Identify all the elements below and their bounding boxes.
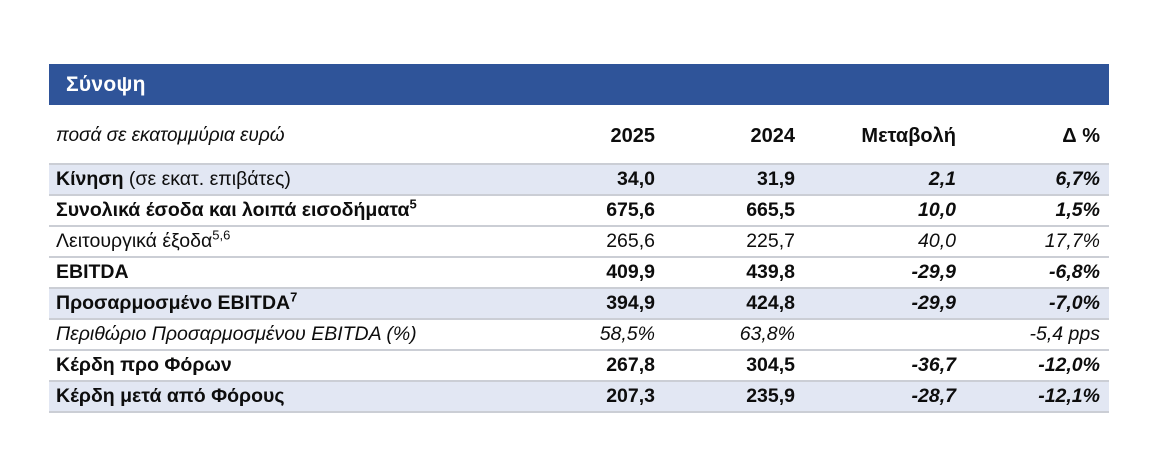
row-label: Προσαρμοσμένο EBITDA xyxy=(56,292,291,314)
row-label-cell: Κίνηση (σε εκατ. επιβάτες) xyxy=(49,163,527,195)
cell-delta-pct-value: -12,1% xyxy=(965,380,1109,413)
row-label-footnote-superscript: 5 xyxy=(409,196,417,212)
cell-delta-pct-value: -5,4 pps xyxy=(965,318,1109,350)
row-label: Λειτουργικά έξοδα xyxy=(56,230,213,252)
cell-2025-value: 34,0 xyxy=(527,163,664,195)
row-label-footnote-superscript: 5,6 xyxy=(212,227,231,243)
cell-delta-pct-value: 17,7% xyxy=(965,225,1109,257)
row-label-footnote-superscript: 7 xyxy=(290,289,298,305)
section-title-bar: Σύνοψη xyxy=(49,64,1109,105)
cell-change-value xyxy=(804,318,965,350)
table-header-row: ποσά σε εκατομμύρια ευρώ 2025 2024 Μεταβ… xyxy=(49,105,1109,164)
cell-change-value: 40,0 xyxy=(804,225,965,257)
cell-2025-value: 58,5% xyxy=(527,318,664,350)
row-label-cell: Κέρδη μετά από Φόρους xyxy=(49,380,527,413)
cell-2024-value: 225,7 xyxy=(664,225,804,257)
cell-2025-value: 394,9 xyxy=(527,287,664,319)
cell-change-value: -36,7 xyxy=(804,349,965,381)
cell-change-value: 10,0 xyxy=(804,194,965,226)
cell-change-value: -29,9 xyxy=(804,256,965,288)
row-label-suffix: (σε εκατ. επιβάτες) xyxy=(123,168,291,190)
cell-change-value: -29,9 xyxy=(804,287,965,319)
cell-2024-value: 665,5 xyxy=(664,194,804,226)
cell-delta-pct-value: -6,8% xyxy=(965,256,1109,288)
row-label: Κέρδη προ Φόρων xyxy=(56,354,232,376)
table-row: EBITDA 409,9 439,8 -29,9 -6,8% xyxy=(49,256,1109,288)
row-label-cell: Κέρδη προ Φόρων xyxy=(49,349,527,381)
row-label-cell: Προσαρμοσμένο EBITDA7 xyxy=(49,287,527,319)
row-label-cell: EBITDA xyxy=(49,256,527,288)
cell-delta-pct-value: -7,0% xyxy=(965,287,1109,319)
row-label: Περιθώριο Προσαρμοσμένου EBITDA (%) xyxy=(56,323,417,345)
cell-2025-value: 675,6 xyxy=(527,194,664,226)
row-label: Κέρδη μετά από Φόρους xyxy=(56,385,285,407)
table-row: Λειτουργικά έξοδα5,6 265,6 225,7 40,0 17… xyxy=(49,225,1109,257)
cell-2024-value: 235,9 xyxy=(664,380,804,413)
cell-2025-value: 409,9 xyxy=(527,256,664,288)
row-label-cell: Λειτουργικά έξοδα5,6 xyxy=(49,225,527,257)
summary-table: ποσά σε εκατομμύρια ευρώ 2025 2024 Μεταβ… xyxy=(49,105,1109,413)
row-label: Κίνηση xyxy=(56,168,124,190)
column-header-2024: 2024 xyxy=(750,124,796,147)
table-row: Κίνηση (σε εκατ. επιβάτες) 34,0 31,9 2,1… xyxy=(49,163,1109,195)
cell-2024-value: 304,5 xyxy=(664,349,804,381)
cell-2024-value: 439,8 xyxy=(664,256,804,288)
cell-2025-value: 267,8 xyxy=(527,349,664,381)
units-caption: ποσά σε εκατομμύρια ευρώ xyxy=(56,125,285,146)
cell-2024-value: 424,8 xyxy=(664,287,804,319)
table-row: Κέρδη προ Φόρων 267,8 304,5 -36,7 -12,0% xyxy=(49,349,1109,381)
row-label: EBITDA xyxy=(56,261,129,283)
row-label: Συνολικά έσοδα και λοιπά εισοδήματα xyxy=(56,199,410,221)
cell-2025-value: 207,3 xyxy=(527,380,664,413)
cell-delta-pct-value: 6,7% xyxy=(965,163,1109,195)
column-header-2025: 2025 xyxy=(610,124,656,147)
table-row: Προσαρμοσμένο EBITDA7 394,9 424,8 -29,9 … xyxy=(49,287,1109,319)
table-body: Κίνηση (σε εκατ. επιβάτες) 34,0 31,9 2,1… xyxy=(49,163,1109,413)
table-row: Συνολικά έσοδα και λοιπά εισοδήματα5 675… xyxy=(49,194,1109,226)
summary-section: Σύνοψη ποσά σε εκατομμύρια ευρώ 2025 202… xyxy=(49,64,1109,413)
cell-delta-pct-value: -12,0% xyxy=(965,349,1109,381)
row-label-cell: Περιθώριο Προσαρμοσμένου EBITDA (%) xyxy=(49,318,527,350)
cell-change-value: -28,7 xyxy=(804,380,965,413)
table-row: Περιθώριο Προσαρμοσμένου EBITDA (%) 58,5… xyxy=(49,318,1109,350)
section-title: Σύνοψη xyxy=(66,72,146,96)
column-header-change: Μεταβολή xyxy=(861,124,956,147)
column-header-delta-pct: Δ % xyxy=(1062,124,1100,147)
cell-delta-pct-value: 1,5% xyxy=(965,194,1109,226)
table-row: Κέρδη μετά από Φόρους 207,3 235,9 -28,7 … xyxy=(49,380,1109,413)
row-label-cell: Συνολικά έσοδα και λοιπά εισοδήματα5 xyxy=(49,194,527,226)
cell-2025-value: 265,6 xyxy=(527,225,664,257)
cell-change-value: 2,1 xyxy=(804,163,965,195)
cell-2024-value: 31,9 xyxy=(664,163,804,195)
cell-2024-value: 63,8% xyxy=(664,318,804,350)
